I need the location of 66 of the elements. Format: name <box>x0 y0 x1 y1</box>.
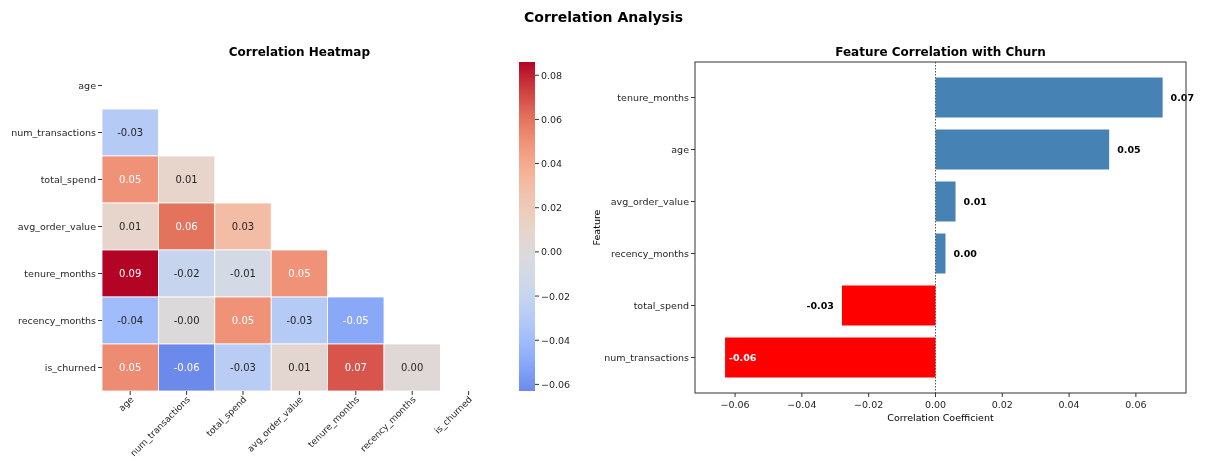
data-label: -0.04 <box>117 315 144 326</box>
bar <box>841 285 936 326</box>
bar <box>935 233 946 274</box>
data-label: 0.07 <box>344 362 367 373</box>
data-label: 0.05 <box>288 268 311 279</box>
color-bar-label: 0.00 <box>541 246 563 258</box>
y-tick-label: tenure_months <box>24 268 97 279</box>
y-tick-label: num_transactions <box>604 352 690 363</box>
color-bar-label: −0.06 <box>541 378 571 390</box>
data-label: 0.09 <box>119 268 142 279</box>
data-label: -0.03 <box>806 300 834 311</box>
y-axis-title: Feature <box>591 209 602 246</box>
y-tick-label: recency_months <box>610 248 690 259</box>
data-label: 0.05 <box>119 174 142 185</box>
y-tick-label: total_spend <box>40 174 96 185</box>
color-bar-label: −0.02 <box>541 290 571 302</box>
data-label: -0.03 <box>117 127 144 138</box>
color-bar-label: −0.04 <box>541 334 571 346</box>
data-label: 0.01 <box>175 174 198 185</box>
color-bar-label: 0.02 <box>541 202 563 214</box>
y-tick-label: is_churned <box>44 362 96 373</box>
x-tick-label: −0.04 <box>787 399 817 410</box>
y-tick-label: avg_order_value <box>17 221 97 232</box>
data-label: 0.01 <box>119 221 142 232</box>
data-label: -0.03 <box>230 362 256 373</box>
bar <box>935 181 956 222</box>
data-label: -0.00 <box>173 315 200 326</box>
data-label: 0.01 <box>288 362 311 373</box>
data-label: 0.05 <box>1117 144 1141 155</box>
bar <box>935 77 1163 118</box>
y-tick-label: avg_order_value <box>610 196 690 207</box>
x-tick-label: 0.04 <box>1058 399 1080 410</box>
data-label: 0.05 <box>119 362 142 373</box>
text: Correlation Analysis <box>523 9 684 25</box>
x-tick-label: −0.02 <box>854 399 884 410</box>
x-tick-label: 0.06 <box>1125 399 1147 410</box>
data-label: 0.05 <box>231 315 255 326</box>
data-label: -0.06 <box>173 362 200 373</box>
y-tick-label: age <box>78 80 97 91</box>
chart-title: Correlation Heatmap <box>228 45 371 59</box>
chart-title: Feature Correlation with Churn <box>835 45 1046 59</box>
y-tick-label: recency_months <box>17 315 97 326</box>
data-label: -0.03 <box>286 315 313 326</box>
data-label: -0.01 <box>230 268 256 279</box>
x-tick-label: 0.00 <box>924 399 947 410</box>
data-label: -0.02 <box>173 268 200 279</box>
data-label: 0.01 <box>963 196 987 207</box>
data-label: 0.07 <box>1170 92 1195 103</box>
data-label: 0.06 <box>175 221 198 232</box>
y-tick-label: total_spend <box>633 300 689 311</box>
bar <box>725 337 936 378</box>
x-tick-label: 0.02 <box>991 399 1013 410</box>
data-label: -0.05 <box>342 315 369 326</box>
x-axis-title: Correlation Coefficient <box>887 412 994 423</box>
x-tick-label: −0.06 <box>720 399 750 410</box>
y-tick-label: age <box>671 144 690 155</box>
data-label: -0.06 <box>729 352 757 363</box>
data-label: 0.03 <box>231 221 255 232</box>
bar <box>935 129 1110 170</box>
y-tick-label: num_transactions <box>11 127 97 138</box>
color-bar-label: 0.04 <box>541 158 563 170</box>
y-tick-label: tenure_months <box>617 92 690 103</box>
color-bar-label: 0.08 <box>541 69 563 81</box>
data-label: 0.00 <box>401 362 424 373</box>
data-label: 0.00 <box>953 248 978 259</box>
color-bar-label: 0.06 <box>541 113 563 125</box>
